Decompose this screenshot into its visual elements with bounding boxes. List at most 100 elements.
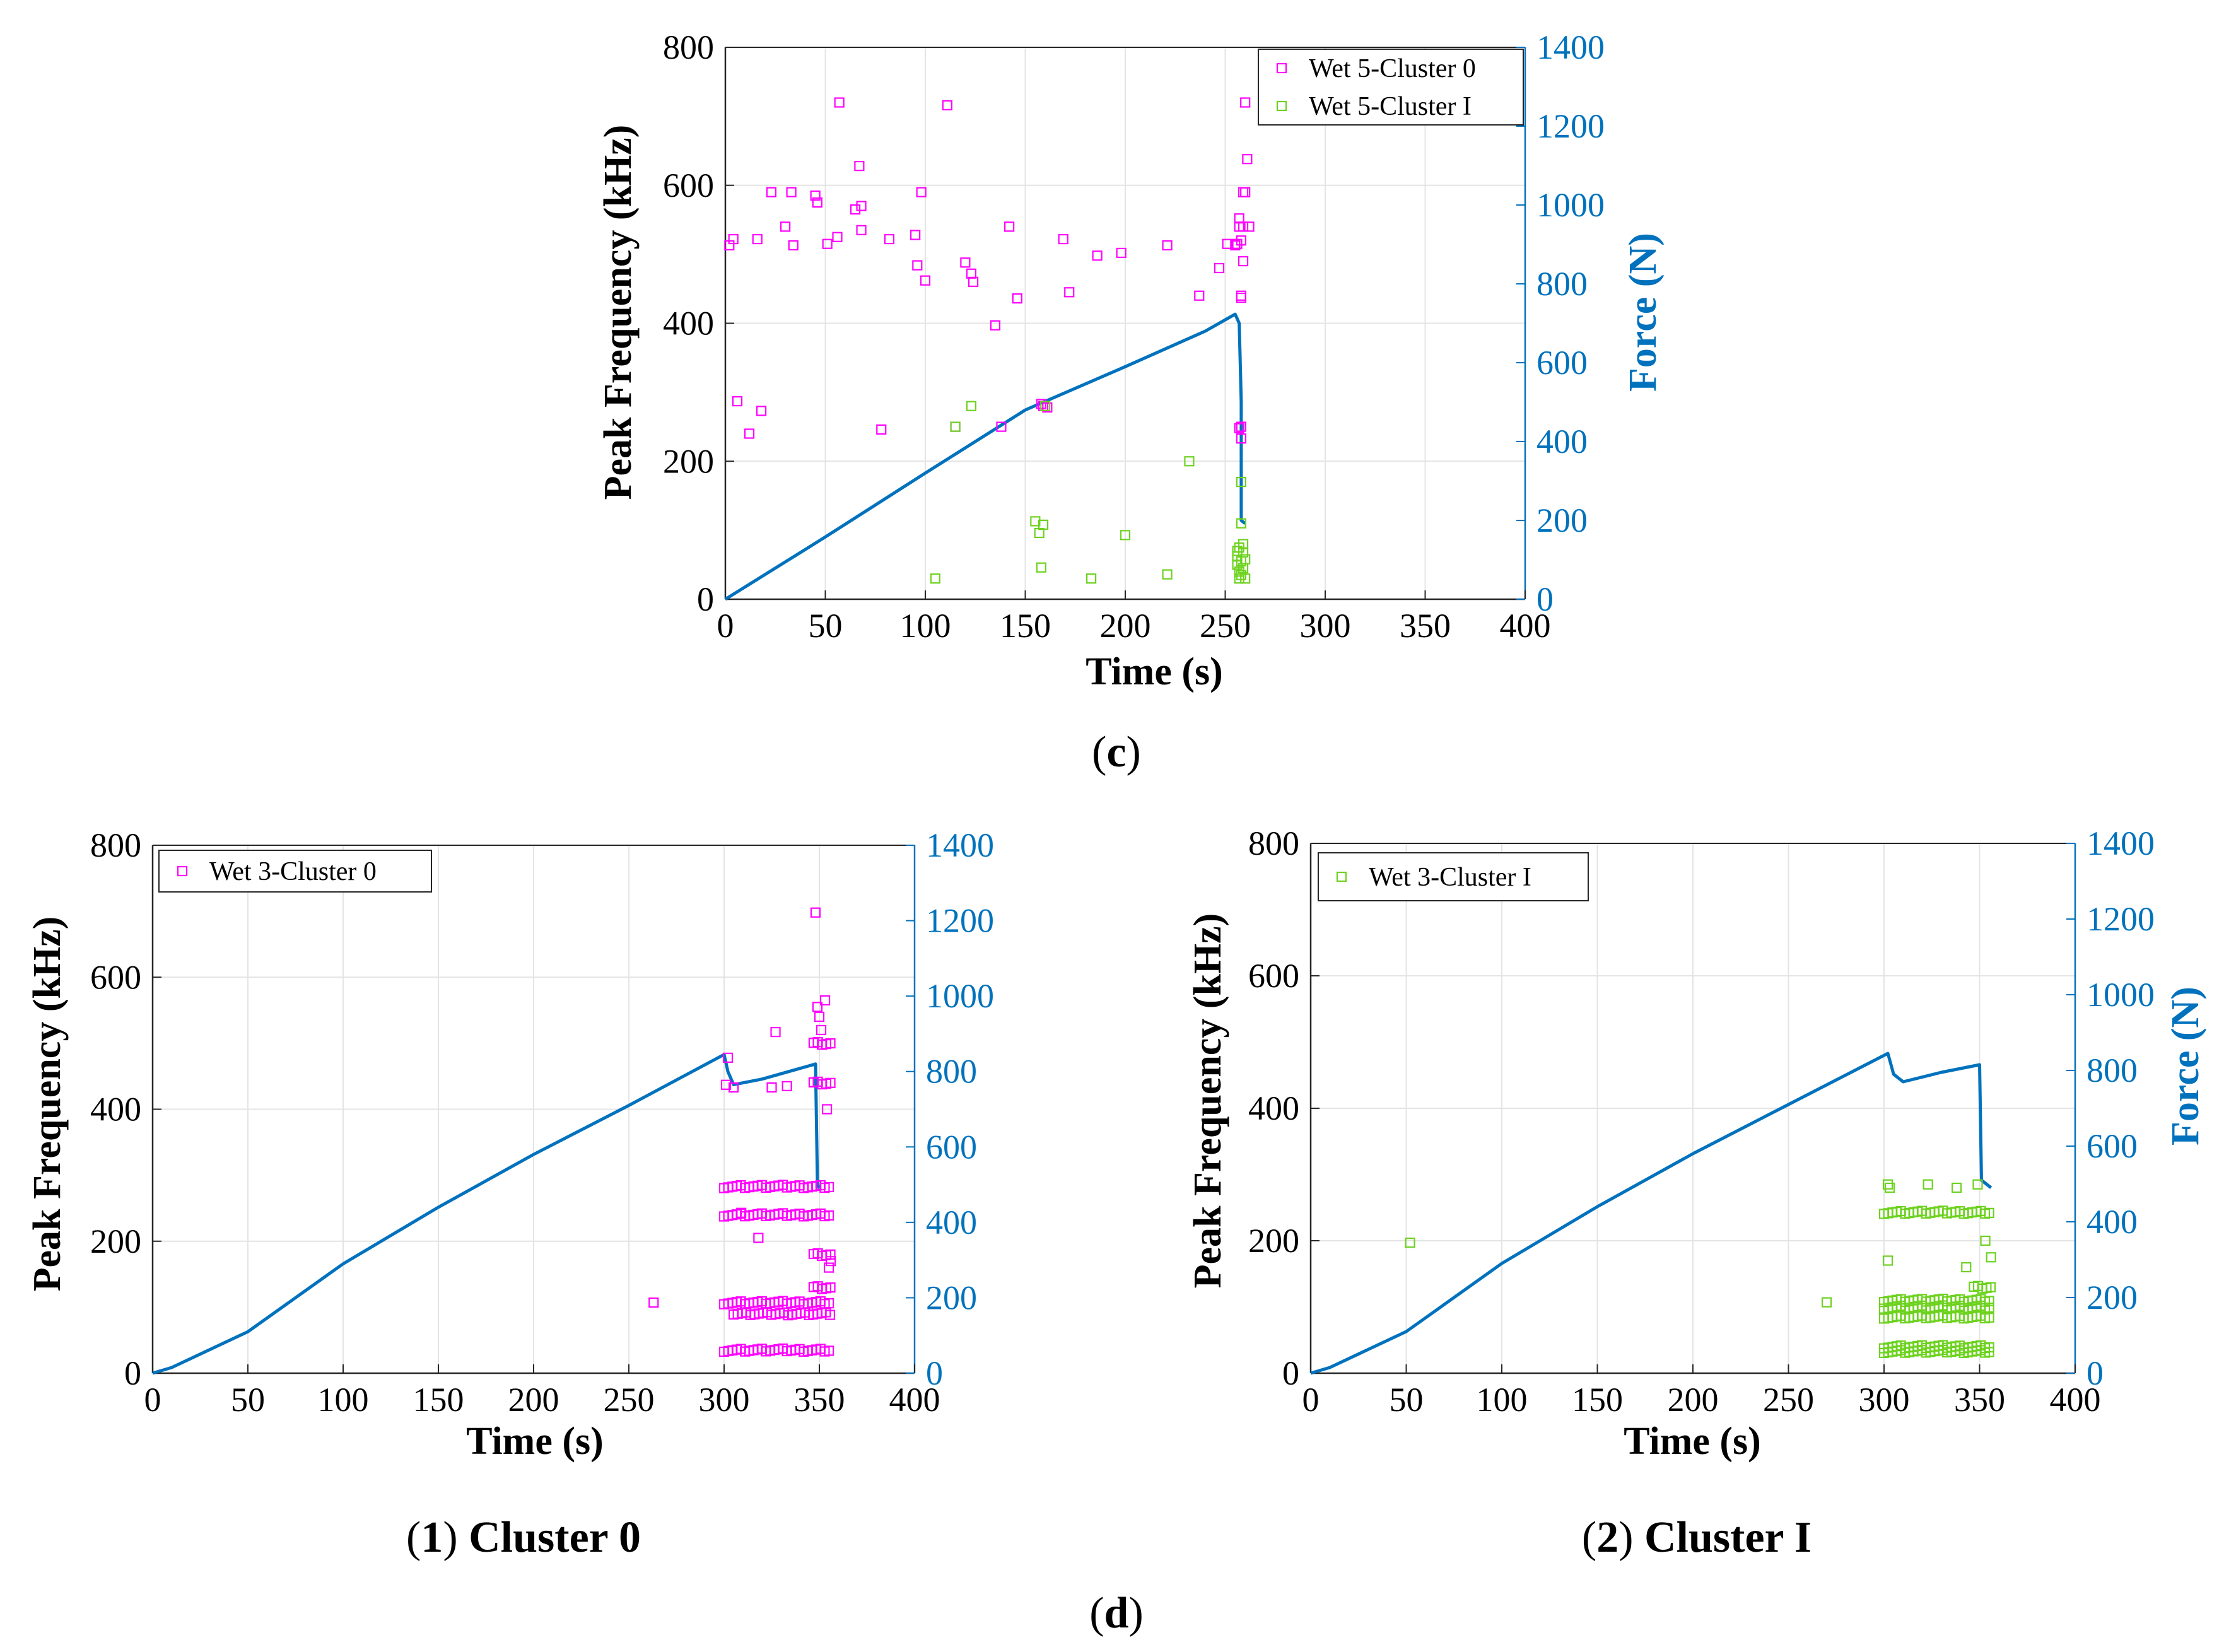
chart-d1-series-0 — [648, 907, 836, 1357]
chart-c-data-point — [996, 421, 1007, 432]
chart-c-data-point — [1232, 546, 1243, 556]
chart-d2-data-point — [1884, 1182, 1895, 1193]
chart-c-y-tick-label: 800 — [663, 28, 714, 66]
chart-c-data-point — [756, 406, 767, 416]
chart-d2-x-tick-label: 350 — [1954, 1381, 2005, 1419]
caption-sub1: (1) Cluster 0 — [406, 1513, 641, 1562]
chart-c-y2-tick-label: 200 — [1536, 501, 1588, 539]
chart-c-data-point — [1242, 154, 1253, 165]
chart-c-y2-label: Force (N) — [1622, 233, 1665, 392]
chart-d2-y-tick-label: 200 — [1248, 1222, 1299, 1260]
chart-c-x-tick-label: 150 — [1000, 607, 1051, 645]
chart-c-data-point — [950, 421, 961, 432]
chart-d1-x-tick-label: 250 — [604, 1381, 655, 1419]
chart-d2-y-tick-label: 400 — [1248, 1089, 1299, 1127]
chart-c-data-point — [968, 276, 979, 287]
chart-c-data-point — [942, 100, 952, 110]
chart-d2-data-point — [1822, 1297, 1832, 1308]
chart-c-data-point — [916, 187, 927, 197]
chart-c-data-point — [780, 221, 791, 232]
chart-c-data-point — [1040, 401, 1051, 411]
chart-d1-y2-tick-label: 600 — [926, 1128, 977, 1166]
chart-c-data-point — [812, 197, 822, 208]
chart-c-data-point — [1236, 518, 1246, 529]
chart-d1-force-curve — [152, 1053, 821, 1375]
chart-d2-x-tick-label: 150 — [1572, 1381, 1623, 1419]
chart-c-data-point — [1236, 421, 1246, 432]
chart-d1-data-point — [770, 1026, 781, 1038]
chart-d1-data-point — [728, 1082, 739, 1093]
chart-d2-data-point — [1980, 1235, 1991, 1246]
chart-d2-y2-tick-label: 800 — [2086, 1052, 2138, 1089]
chart-c-y-tick-label: 0 — [697, 580, 714, 618]
chart-d1-data-point — [722, 1052, 734, 1063]
chart-c-data-point — [1012, 293, 1022, 304]
chart-d2-y-tick-label: 800 — [1248, 824, 1299, 862]
chart-d2: 0 50 100 150 200 250 300 350 4000200400600800020… — [1186, 824, 2207, 1463]
chart-c-x-tick-label: 100 — [900, 607, 951, 645]
chart-d1-y-tick-label: 400 — [90, 1091, 141, 1128]
chart-c-data-point — [910, 230, 921, 240]
chart-c-data-point — [950, 421, 961, 432]
chart-d2-band-point — [1984, 1302, 1994, 1313]
chart-c-data-point — [1092, 250, 1103, 261]
chart-d2-data-point — [1986, 1252, 1996, 1263]
chart-c-data-point — [1238, 255, 1249, 267]
chart-c-data-point — [810, 190, 821, 201]
chart-c-series-0 — [724, 97, 1255, 444]
chart-c-data-point — [1238, 221, 1249, 232]
chart-c-data-point — [1236, 292, 1246, 303]
chart-c-data-point — [822, 238, 833, 249]
chart-c-legend: Wet 5-Cluster 0 Wet 5-Cluster I — [1258, 49, 1524, 126]
chart-c-data-point — [766, 187, 777, 197]
chart-c-data-point — [1244, 221, 1255, 232]
chart-d2-band-point — [1985, 1282, 1996, 1292]
chart-d2-data-point — [1972, 1179, 1983, 1190]
chart-d1-y-label: Peak Frequency (kHz) — [26, 917, 69, 1292]
chart-d2-y-label: Peak Frequency (kHz) — [1186, 913, 1229, 1289]
chart-d1-y-tick-label: 800 — [90, 826, 141, 864]
chart-d2-band-point — [1984, 1207, 1994, 1219]
chart-c-data-point — [832, 231, 843, 242]
caption-sub2: (2) Cluster I — [1582, 1513, 1811, 1562]
chart-d1-plot-area: 0 50 100 150 200 250 300 350 4000200400600800020… — [90, 826, 994, 1419]
chart-c-data-point — [1236, 433, 1246, 444]
chart-c-data-point — [1036, 562, 1046, 573]
chart-d1: 0 50 100 150 200 250 300 350 4000200400600800020… — [26, 826, 994, 1463]
chart-d2-y2-tick-label: 400 — [2086, 1203, 2138, 1241]
chart-c-y2-tick-label: 1200 — [1536, 107, 1605, 145]
chart-c-data-point — [856, 225, 867, 235]
chart-d1-x-tick-label: 100 — [318, 1381, 369, 1419]
chart-c-x-label: Time (s) — [1086, 650, 1223, 693]
chart-d2-plot-area: 0 50 100 150 200 250 300 350 4000200400600800020… — [1248, 824, 2155, 1419]
chart-c-data-point — [1234, 213, 1244, 224]
chart-d1-y2-tick-label: 0 — [926, 1354, 943, 1392]
chart-c-data-point — [1120, 530, 1131, 541]
chart-d2-y2-tick-label: 1400 — [2086, 824, 2155, 862]
chart-c-data-point — [876, 424, 887, 435]
chart-d2-y2-tick-label: 200 — [2086, 1279, 2138, 1316]
chart-d1-x-tick-label: 50 — [231, 1381, 265, 1419]
chart-c-data-point — [1234, 573, 1244, 584]
chart-d1-y2-tick-label: 400 — [926, 1204, 977, 1241]
chart-d2-y2-tick-label: 0 — [2086, 1354, 2104, 1392]
chart-c-data-point — [1236, 290, 1246, 301]
chart-c-data-point — [856, 201, 867, 211]
chart-d2-force-curve — [1310, 1052, 1993, 1375]
chart-c-series-1 — [930, 401, 1251, 584]
chart-d1-x-label: Time (s) — [466, 1420, 604, 1463]
chart-d1-y2-tick-label: 800 — [926, 1053, 977, 1091]
chart-c-data-point — [990, 320, 1001, 331]
chart-c-data-point — [884, 233, 895, 245]
chart-d1-band-point — [825, 1038, 836, 1049]
chart-d1-y-tick-label: 0 — [124, 1354, 141, 1392]
chart-d2-data-point — [1882, 1179, 1893, 1190]
chart-d1-data-point — [819, 995, 831, 1005]
chart-c-data-point — [728, 233, 739, 245]
chart-c-data-point — [1236, 476, 1246, 488]
chart-d1-data-point — [823, 1262, 834, 1273]
chart-c-x-tick-label: 350 — [1400, 607, 1451, 645]
chart-d2-y2-tick-label: 600 — [2086, 1127, 2138, 1165]
chart-c-legend-marker — [1276, 62, 1287, 74]
chart-d1-data-point — [781, 1081, 792, 1091]
